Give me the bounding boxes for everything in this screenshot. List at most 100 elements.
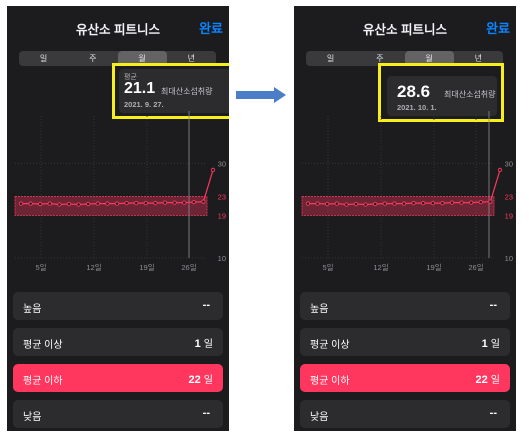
stat-label: 평균 xyxy=(124,74,137,81)
row-label: 평균 이상 xyxy=(310,340,350,351)
row-value: -- xyxy=(202,407,210,419)
x-tick-label: 12일 xyxy=(86,263,101,272)
page-title: 유산소 피트니스 xyxy=(363,23,447,37)
row-value: 22 xyxy=(475,374,488,386)
row-unit: 일 xyxy=(203,375,213,386)
data-point xyxy=(392,201,397,206)
row-value-wrap: -- xyxy=(203,407,213,419)
y-tick-label: 19 xyxy=(218,211,226,220)
done-button[interactable]: 완료 xyxy=(486,21,510,36)
stat-value: 21.1 xyxy=(124,80,156,97)
data-point xyxy=(153,200,158,206)
data-point xyxy=(421,200,426,206)
segment-1[interactable]: 주 xyxy=(376,54,384,63)
header-area: 유산소 피트니스 완료 일 주 월 년 28.6 최대산소섭취량 2021. 10. … xyxy=(294,6,516,282)
average-range-band xyxy=(301,196,495,216)
data-point xyxy=(210,167,216,173)
data-point xyxy=(134,200,139,206)
data-point xyxy=(124,200,129,206)
data-point xyxy=(469,200,474,205)
row-value-wrap: 22 일 xyxy=(476,371,500,386)
row-value: 1 xyxy=(481,338,488,350)
x-tick-label: 5일 xyxy=(35,263,46,272)
row-unit: 일 xyxy=(490,375,500,386)
row-label: 평균 이하 xyxy=(310,376,350,387)
segment-0[interactable]: 일 xyxy=(326,54,335,63)
right-phone-screen: 유산소 피트니스 완료 일 주 월 년 28.6 최대산소섭취량 2021. 10. … xyxy=(294,6,516,431)
stat-value: 28.6 xyxy=(397,82,431,101)
stat-unit: 최대산소섭취량 xyxy=(161,87,213,96)
data-point xyxy=(28,201,33,206)
row-value: 22 xyxy=(188,374,201,386)
segment-0[interactable]: 일 xyxy=(39,54,48,63)
data-point xyxy=(143,200,148,206)
segment-1[interactable]: 주 xyxy=(89,54,97,63)
classification-row[interactable]: 높음 -- xyxy=(13,292,223,320)
y-tick-label: 30 xyxy=(218,159,226,168)
segment-3[interactable]: 년 xyxy=(474,54,482,63)
data-point xyxy=(325,201,330,207)
highlight-box xyxy=(378,63,504,122)
data-point xyxy=(440,200,445,206)
y-tick-label: 23 xyxy=(505,192,513,201)
classification-row[interactable]: 평균 이하 22 일 xyxy=(300,364,510,392)
data-point xyxy=(57,202,62,207)
segment-3[interactable]: 년 xyxy=(187,54,195,63)
row-value: 1 xyxy=(194,338,201,350)
data-point xyxy=(382,201,387,206)
segment-2[interactable]: 월 xyxy=(117,51,167,66)
stat-date: 2021. 10. 1. xyxy=(397,103,437,112)
y-tick-label: 19 xyxy=(505,211,513,220)
row-label: 낮음 xyxy=(310,412,329,423)
data-point xyxy=(114,201,120,206)
data-point xyxy=(315,201,320,206)
classification-row[interactable]: 낮음 -- xyxy=(300,400,510,428)
data-point xyxy=(95,201,100,206)
classification-row[interactable]: 평균 이하 22 일 xyxy=(13,364,223,392)
done-button[interactable]: 완료 xyxy=(199,21,223,36)
x-tick-label: 26일 xyxy=(468,263,483,272)
data-point xyxy=(373,201,378,207)
stat-callout: 평균 21.1 최대산소섭취량 2021. 9. 27. xyxy=(119,69,229,113)
row-unit: 일 xyxy=(203,339,213,350)
data-point xyxy=(497,167,503,173)
page-title: 유산소 피트니스 xyxy=(76,23,160,37)
data-point xyxy=(430,200,435,206)
data-point xyxy=(47,201,52,206)
y-tick-label: 23 xyxy=(218,192,226,201)
data-point xyxy=(488,199,493,204)
row-value-wrap: 22 일 xyxy=(189,371,213,386)
data-point xyxy=(76,202,81,207)
data-point xyxy=(363,202,368,207)
row-value: -- xyxy=(202,299,210,311)
classification-row[interactable]: 낮음 -- xyxy=(13,400,223,428)
row-value: -- xyxy=(489,299,497,311)
data-point xyxy=(459,200,464,205)
data-point xyxy=(353,201,359,207)
row-value: -- xyxy=(489,407,497,419)
x-tick-label: 26일 xyxy=(181,263,196,272)
vo2max-chart: 30 23 19 10 5일 12일 19일 26일 xyxy=(301,111,513,272)
row-value-wrap: -- xyxy=(490,299,500,311)
average-range-band xyxy=(14,196,208,216)
data-point xyxy=(449,200,455,205)
data-point xyxy=(172,200,177,205)
row-label: 평균 이하 xyxy=(23,376,63,387)
stat-unit: 최대산소섭취량 xyxy=(444,90,496,99)
data-point xyxy=(191,199,196,205)
classification-row[interactable]: 높음 -- xyxy=(300,292,510,320)
data-point xyxy=(66,201,72,207)
data-point xyxy=(201,199,206,204)
data-point xyxy=(401,201,407,206)
segment-2[interactable]: 월 xyxy=(404,51,454,66)
data-point xyxy=(334,201,339,206)
y-tick-label: 10 xyxy=(218,254,226,263)
